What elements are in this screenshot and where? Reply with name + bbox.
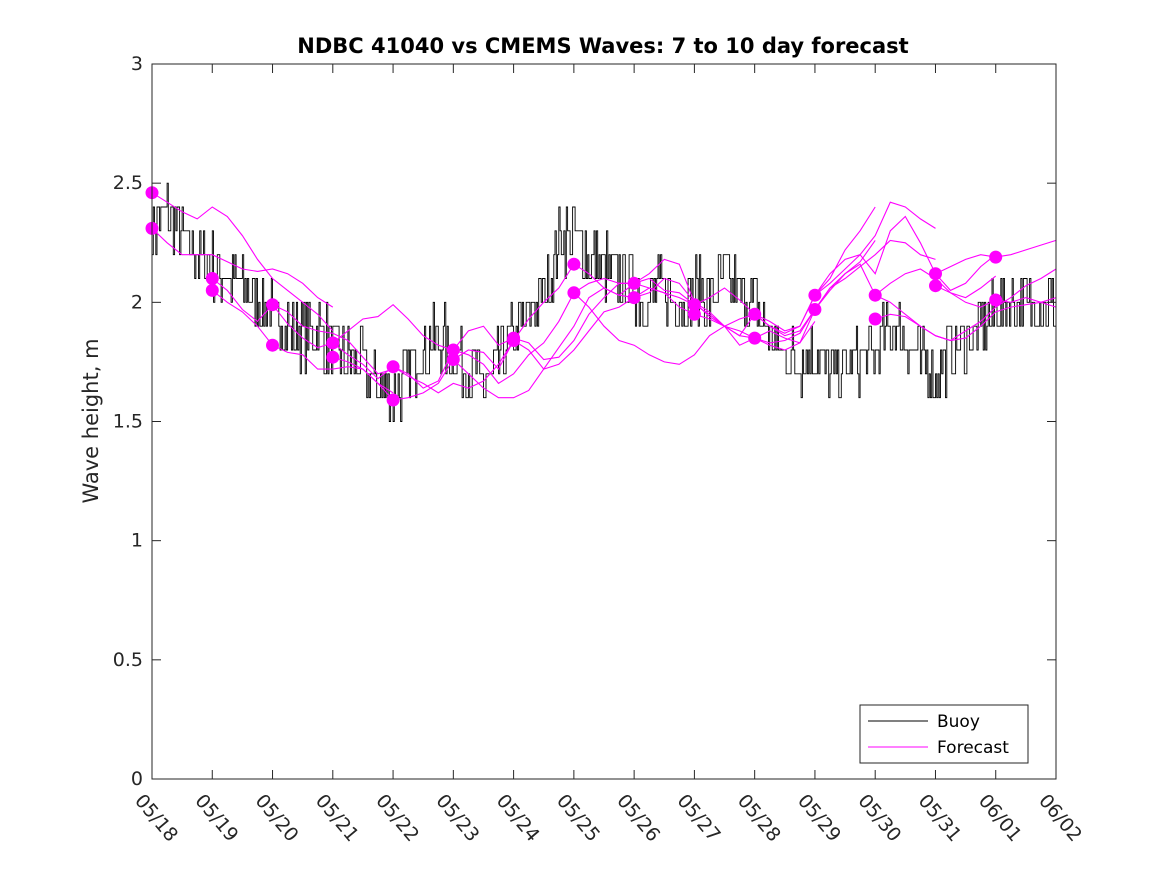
forecast-line bbox=[754, 239, 936, 344]
y-tick-label: 0 bbox=[131, 768, 143, 790]
forecast-marker bbox=[808, 303, 822, 316]
plot-background bbox=[152, 64, 1056, 779]
forecast-marker bbox=[989, 250, 1003, 264]
forecast-marker bbox=[567, 257, 581, 271]
forecast-marker bbox=[627, 291, 641, 305]
y-tick-label: 2.5 bbox=[113, 172, 143, 194]
legend-buoy-label: Buoy bbox=[937, 712, 980, 732]
forecast-marker bbox=[989, 293, 1003, 307]
legend-forecast-label: Forecast bbox=[937, 738, 1009, 758]
buoy-series bbox=[152, 182, 1057, 422]
forecast-line bbox=[151, 192, 334, 332]
forecast-line bbox=[694, 206, 876, 332]
chart-title: NDBC 41040 vs CMEMS Waves: 7 to 10 day f… bbox=[297, 34, 908, 58]
legend: Buoy Forecast bbox=[859, 704, 1029, 764]
y-axis: 0 0.5 1 1.5 2 2.5 3 bbox=[113, 53, 1056, 790]
forecast-line bbox=[754, 201, 936, 334]
forecast-line bbox=[874, 268, 1057, 342]
forecast-marker bbox=[326, 350, 340, 364]
y-tick-label: 3 bbox=[131, 53, 143, 75]
forecast-line bbox=[453, 277, 635, 385]
forecast-line bbox=[513, 277, 695, 361]
forecast-marker bbox=[687, 298, 701, 312]
forecast-line bbox=[392, 263, 575, 394]
forecast-marker bbox=[748, 307, 762, 321]
forecast-marker bbox=[205, 283, 219, 297]
forecast-marker bbox=[507, 334, 521, 347]
forecast-line bbox=[332, 325, 514, 389]
forecast-line bbox=[272, 303, 454, 351]
forecast-line bbox=[151, 228, 334, 308]
forecast-marker bbox=[266, 338, 279, 352]
y-tick-label: 0.5 bbox=[113, 649, 143, 671]
forecast-line bbox=[211, 278, 394, 375]
forecast-marker bbox=[205, 272, 219, 285]
forecast-marker bbox=[266, 298, 279, 312]
y-tick-label: 1.5 bbox=[113, 411, 143, 433]
forecast-marker bbox=[929, 279, 942, 293]
forecast-marker bbox=[446, 343, 460, 357]
y-axis-label: Wave height, m bbox=[79, 338, 103, 503]
forecast-line bbox=[814, 263, 997, 310]
forecast-marker bbox=[929, 267, 942, 281]
forecast-line bbox=[814, 215, 997, 296]
forecast-marker bbox=[748, 331, 762, 345]
forecast-marker bbox=[868, 312, 882, 326]
forecast-series bbox=[151, 192, 1057, 401]
forecast-marker bbox=[868, 288, 882, 302]
forecast-line bbox=[875, 297, 1057, 342]
forecast-marker bbox=[687, 307, 701, 321]
buoy-line bbox=[152, 182, 1057, 422]
y-tick-label: 1 bbox=[131, 530, 143, 552]
plot-area bbox=[145, 63, 1057, 780]
forecast-marker bbox=[386, 360, 400, 374]
forecast-marker bbox=[446, 353, 460, 366]
forecast-line bbox=[332, 340, 515, 401]
forecast-marker bbox=[386, 393, 400, 407]
forecast-marker bbox=[567, 286, 581, 300]
forecast-marker bbox=[808, 288, 822, 302]
forecast-marker bbox=[627, 276, 641, 290]
legend-box bbox=[859, 704, 1029, 764]
y-tick-label: 2 bbox=[131, 291, 143, 313]
forecast-markers bbox=[145, 186, 1003, 407]
forecast-marker bbox=[326, 336, 340, 350]
